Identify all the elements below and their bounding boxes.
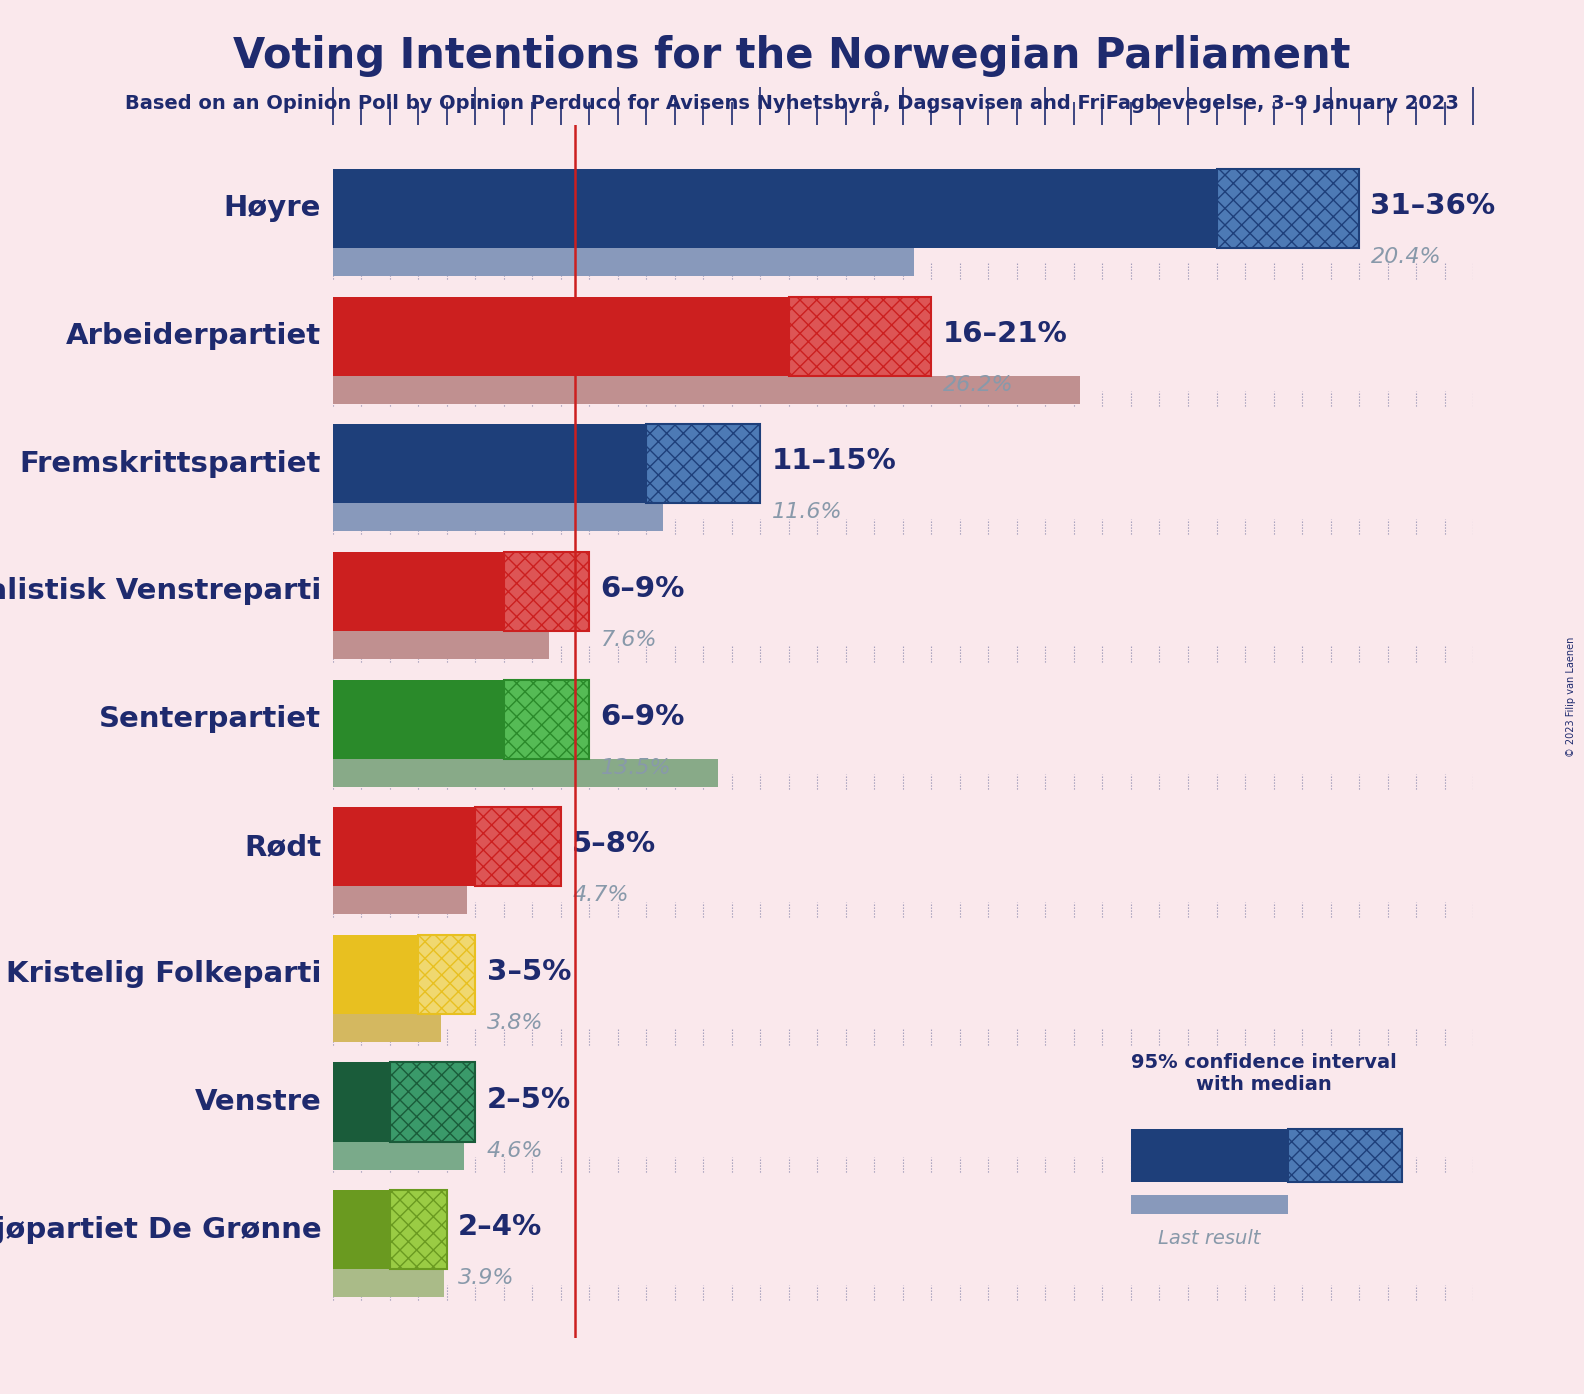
- Bar: [390, 1190, 447, 1270]
- Text: Kristelig Folkeparti: Kristelig Folkeparti: [6, 960, 322, 988]
- Text: 31–36%: 31–36%: [1370, 192, 1495, 220]
- Bar: [1288, 1129, 1402, 1182]
- Bar: [333, 1270, 444, 1298]
- Text: 20.4%: 20.4%: [1370, 247, 1441, 266]
- Bar: [1217, 169, 1359, 248]
- Bar: [333, 169, 1217, 248]
- Text: 11.6%: 11.6%: [771, 502, 843, 523]
- Bar: [333, 1013, 440, 1043]
- Bar: [333, 375, 1080, 404]
- Text: 4.7%: 4.7%: [572, 885, 629, 905]
- Text: Senterpartiet: Senterpartiet: [100, 705, 322, 733]
- Bar: [333, 1190, 390, 1270]
- Bar: [333, 1142, 464, 1170]
- Text: Venstre: Venstre: [195, 1089, 322, 1117]
- Bar: [504, 552, 589, 631]
- Text: 16–21%: 16–21%: [942, 319, 1068, 347]
- Bar: [789, 297, 931, 375]
- Text: Last result: Last result: [1158, 1230, 1261, 1248]
- Bar: [1131, 1129, 1288, 1182]
- Text: Høyre: Høyre: [223, 194, 322, 223]
- Text: 13.5%: 13.5%: [600, 757, 672, 778]
- Bar: [333, 935, 418, 1013]
- Bar: [646, 424, 760, 503]
- Text: 3–5%: 3–5%: [486, 958, 570, 986]
- Bar: [475, 807, 561, 887]
- Text: 7.6%: 7.6%: [600, 630, 657, 650]
- Text: Sosialistisk Venstreparti: Sosialistisk Venstreparti: [0, 577, 322, 605]
- Text: Voting Intentions for the Norwegian Parliament: Voting Intentions for the Norwegian Parl…: [233, 35, 1351, 77]
- Bar: [333, 807, 475, 887]
- Text: Arbeiderpartiet: Arbeiderpartiet: [67, 322, 322, 350]
- Bar: [333, 248, 914, 276]
- Bar: [333, 631, 550, 659]
- Text: 11–15%: 11–15%: [771, 447, 897, 475]
- Text: 95% confidence interval
with median: 95% confidence interval with median: [1131, 1054, 1397, 1094]
- Bar: [333, 552, 504, 631]
- Text: Based on an Opinion Poll by Opinion Perduco for Avisens Nyhetsbyrå, Dagsavisen a: Based on an Opinion Poll by Opinion Perd…: [125, 91, 1459, 113]
- Text: 2–5%: 2–5%: [486, 1086, 570, 1114]
- Bar: [418, 935, 475, 1013]
- Bar: [333, 1062, 390, 1142]
- Text: 3.9%: 3.9%: [458, 1269, 515, 1288]
- Text: Miljøpartiet De Grønne: Miljøpartiet De Grønne: [0, 1216, 322, 1243]
- Bar: [333, 679, 504, 758]
- Bar: [333, 758, 718, 786]
- Bar: [333, 297, 789, 375]
- Text: Rødt: Rødt: [244, 832, 322, 860]
- Bar: [390, 1062, 475, 1142]
- Text: 5–8%: 5–8%: [572, 831, 656, 859]
- Bar: [333, 503, 664, 531]
- Bar: [1131, 1195, 1288, 1214]
- Text: 2–4%: 2–4%: [458, 1213, 542, 1241]
- Text: 3.8%: 3.8%: [486, 1013, 543, 1033]
- Bar: [504, 679, 589, 758]
- Text: 26.2%: 26.2%: [942, 375, 1014, 395]
- Text: 6–9%: 6–9%: [600, 574, 684, 602]
- Text: 6–9%: 6–9%: [600, 703, 684, 730]
- Text: 4.6%: 4.6%: [486, 1140, 543, 1161]
- Text: Fremskrittspartiet: Fremskrittspartiet: [21, 450, 322, 478]
- Text: © 2023 Filip van Laenen: © 2023 Filip van Laenen: [1567, 637, 1576, 757]
- Bar: [333, 887, 467, 914]
- Bar: [333, 424, 646, 503]
